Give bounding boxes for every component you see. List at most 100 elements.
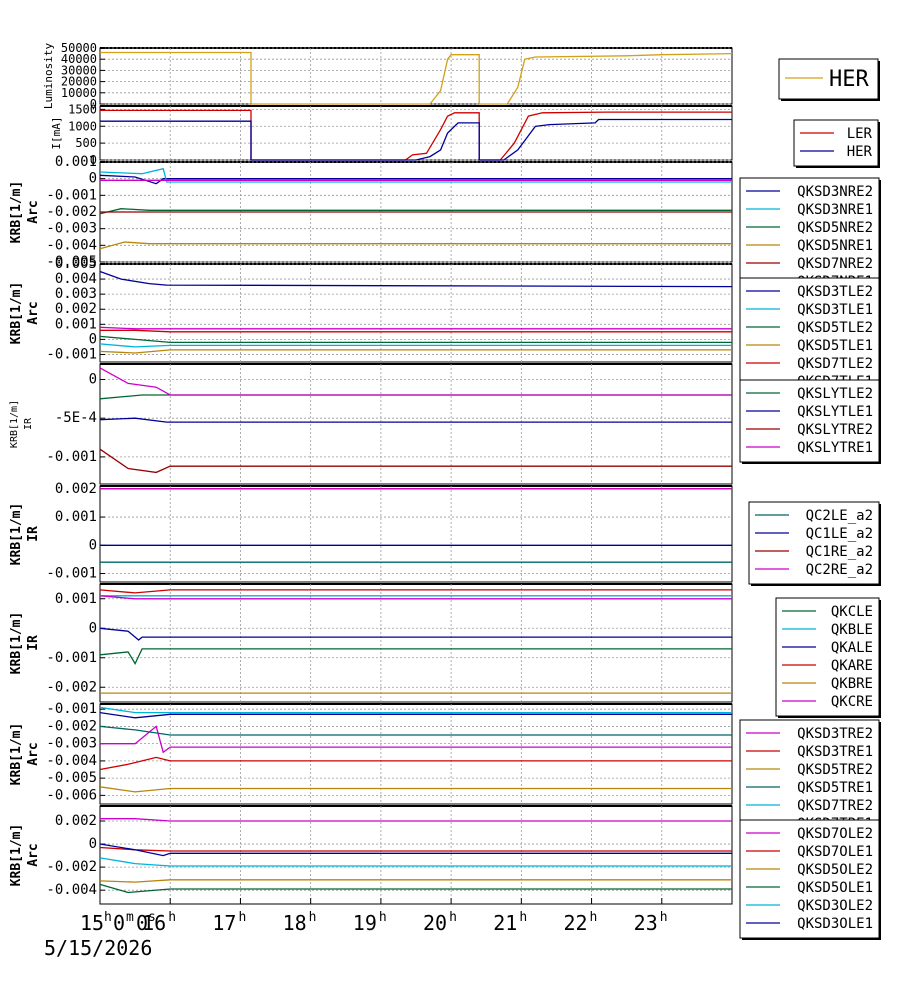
x-start-seconds: 0 — [136, 911, 148, 935]
y-tick-label: 0.001 — [55, 316, 97, 332]
y-axis-label: Luminosity — [42, 43, 55, 110]
y-tick-label: -0.004 — [46, 237, 97, 253]
series-line-qksd3tre1 — [99, 756, 732, 771]
legend-box — [739, 819, 880, 939]
series-line-qksd5nre2 — [99, 208, 732, 215]
x-start-minutes: 0 — [113, 911, 125, 935]
series-line-qksd5nre1 — [99, 241, 732, 250]
y-axis-label: KRB[1/m] — [9, 181, 24, 244]
x-tick-label: 23 — [634, 911, 658, 935]
series-line-qksd7tle2 — [100, 329, 732, 333]
x-start-hour-suffix: h — [104, 910, 112, 925]
x-tick-label: 21 — [493, 911, 517, 935]
x-tick-hour-suffix: h — [168, 910, 176, 925]
legend-label: QKSD5OLE2 — [797, 862, 873, 878]
series-line-qksd3tle2 — [99, 270, 733, 288]
series-line-qkale — [99, 627, 732, 641]
y-tick-label: 0 — [89, 171, 97, 187]
y-tick-label: -0.003 — [46, 221, 97, 237]
y-axis-label-secondary: Arc — [26, 301, 41, 324]
panel-frame — [99, 583, 733, 703]
y-tick-label: 0 — [89, 537, 97, 553]
x-tick-label: 17 — [212, 911, 236, 935]
y-tick-label: 0.004 — [55, 271, 97, 287]
legend-label: QKBLE — [831, 622, 873, 638]
legend-label: QC2RE_a2 — [806, 562, 873, 578]
series-line-qksd5tre2 — [99, 786, 732, 793]
y-tick-label: -0.002 — [46, 859, 97, 875]
series-line-qksd7ole2 — [100, 818, 732, 822]
legend-label: QKSD7NRE2 — [797, 256, 873, 272]
series-line-qkare — [99, 589, 732, 594]
x-start-label: 15 — [80, 911, 104, 935]
legend-label: QKSD5NRE1 — [797, 238, 873, 254]
legend-label: QKSD5TRE2 — [797, 762, 873, 778]
y-tick-label: -0.004 — [46, 882, 97, 898]
legend-label: QKALE — [831, 640, 873, 656]
y-tick-label: -0.004 — [46, 753, 97, 769]
series-line-qksd7tre1 — [99, 711, 732, 719]
panel-frame — [99, 805, 733, 905]
series-line-qksd5tle2 — [99, 335, 732, 344]
legend-label: QKSD3TLE1 — [797, 302, 873, 318]
series-line-qkslytre1 — [99, 367, 732, 396]
y-tick-label: 0.001 — [55, 591, 97, 607]
legend-box — [739, 177, 880, 297]
legend-box — [775, 597, 880, 717]
legend-label: QKSD7TLE2 — [797, 356, 873, 372]
y-tick-label: 1000 — [68, 119, 97, 133]
series-line-qksd5ole2 — [99, 879, 732, 883]
series-line-qksd3nre1 — [99, 167, 732, 183]
y-tick-label: 20000 — [61, 75, 97, 89]
series-line-qkcre — [99, 595, 732, 600]
legend-label: QKSD3NRE1 — [797, 202, 873, 218]
y-axis-label: KRB[1/m] — [9, 612, 24, 675]
panel-frame — [99, 703, 733, 805]
legend-box — [748, 501, 880, 585]
panel-frame — [99, 105, 733, 161]
legend-label: QC1RE_a2 — [806, 544, 873, 560]
y-tick-label: -0.001 — [46, 449, 97, 465]
legend-label: QKCRE — [831, 694, 873, 710]
legend-box — [778, 58, 879, 100]
panel-frame — [99, 363, 733, 485]
series-line-qksd3tle1 — [99, 343, 732, 348]
y-tick-label: 40000 — [61, 52, 97, 66]
y-tick-label: -0.002 — [46, 204, 97, 220]
legend-label: QKSD3TRE2 — [797, 726, 873, 742]
x-tick-hour-suffix: h — [379, 910, 387, 925]
date-label: 5/15/2026 — [44, 936, 152, 960]
y-tick-label: 0.005 — [55, 256, 97, 272]
x-tick-hour-suffix: h — [309, 910, 317, 925]
legend-label: QC1LE_a2 — [806, 526, 873, 542]
x-tick-hour-suffix: h — [449, 910, 457, 925]
y-tick-label: 0.003 — [55, 286, 97, 302]
legend-label: QKSD5TRE1 — [797, 780, 873, 796]
series-line-qksd3tre2 — [100, 725, 732, 754]
panel-frame — [99, 47, 733, 105]
x-tick-label: 16 — [142, 911, 166, 935]
y-axis-label-secondary: IR — [26, 635, 41, 651]
legend-label: QKCLE — [831, 604, 873, 620]
y-tick-label: -0.001 — [46, 701, 97, 717]
series-line-qksd5tle1 — [99, 349, 732, 354]
y-axis-label: KRB[1/m] — [9, 824, 24, 887]
y-tick-label: 1500 — [68, 102, 97, 116]
legend-label: LER — [847, 126, 873, 142]
series-line-qkslytle1 — [99, 417, 732, 423]
y-tick-label: -0.002 — [46, 679, 97, 695]
x-tick-hour-suffix: h — [519, 910, 527, 925]
legend-label: QKBRE — [831, 676, 873, 692]
legend-label: QKSD3OLE2 — [797, 898, 873, 914]
y-axis-label: KRB[1/m] — [9, 282, 24, 345]
y-axis-label: KRB[1/m] — [9, 400, 20, 448]
x-tick-label: 22 — [563, 911, 587, 935]
legend-label: QKSLYTLE1 — [797, 404, 873, 420]
legend-label: QC2LE_a2 — [806, 508, 873, 524]
y-tick-label: -0.005 — [46, 770, 97, 786]
y-tick-label: -0.001 — [46, 346, 97, 362]
series-line-her — [100, 118, 732, 161]
x-start-sec-suffix: s — [148, 910, 156, 925]
legend-box — [739, 719, 880, 839]
